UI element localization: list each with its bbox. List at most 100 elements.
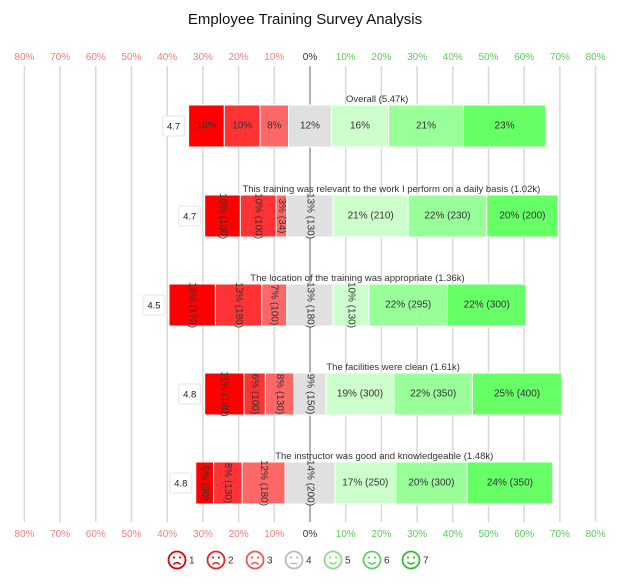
neutral-face-icon: [284, 550, 304, 570]
bottom-tick-label: 10%: [336, 529, 356, 540]
bar-segment: [325, 372, 395, 416]
question-label: The facilities were clean (1.61k): [326, 362, 460, 373]
bar-segment: [204, 194, 241, 238]
segment-label: 22% (350): [410, 389, 456, 400]
top-tick-label: 80%: [14, 52, 34, 63]
bar-segment: [259, 104, 290, 148]
bar-segment: [241, 461, 286, 505]
question-rows: 10% 10% 8% 12% 16% 21% 23%Overall (5.47k)4.710…: [142, 94, 563, 506]
bar-segment: [471, 372, 563, 416]
question-row: 11% (180) 6% (100) 8% (130) 9% (150) 19% (30…: [178, 362, 563, 417]
segment-label: 10%: [232, 121, 252, 132]
score-label: 4.8: [183, 390, 196, 401]
bar-segment: [188, 104, 225, 148]
legend-label: 1: [189, 556, 195, 567]
score-label: 4.8: [174, 479, 187, 490]
segment-label: 14% (200): [304, 460, 315, 506]
bar-segment: [463, 104, 547, 148]
segment-label: 3% (34): [276, 198, 287, 233]
segment-label: 10% (100): [217, 193, 228, 239]
top-axis-ticks: 80% 70% 60% 50% 40% 30% 20% 10% 0% 10% 20% 30% 40% 50…: [14, 52, 605, 63]
segment-label: 25% (400): [494, 389, 540, 400]
bar-segment: [446, 283, 527, 327]
bottom-tick-label: 20%: [229, 529, 249, 540]
segment-label: 20% (200): [499, 211, 545, 222]
score-box: [162, 115, 186, 137]
legend-item: 4: [284, 550, 312, 570]
segment-label: 16%: [350, 121, 370, 132]
bottom-tick-label: 60%: [86, 529, 106, 540]
bar-segment: [264, 372, 295, 416]
top-tick-label: 40%: [443, 52, 463, 63]
bottom-tick-label: 10%: [264, 529, 284, 540]
bottom-tick-label: 40%: [157, 529, 177, 540]
legend-item: 3: [245, 550, 273, 570]
legend-item: 6: [362, 550, 390, 570]
question-row: 10% 10% 8% 12% 16% 21% 23% Overall (5.47k) 4.7: [162, 94, 547, 148]
legend-item: 7: [401, 550, 429, 570]
bottom-tick-label: 20%: [371, 529, 391, 540]
segment-label: 13% (170): [187, 282, 198, 328]
legend-label: 6: [384, 556, 390, 567]
top-tick-label: 80%: [586, 52, 606, 63]
segment-label: 13% (180): [304, 282, 315, 328]
bar-segment: [332, 194, 409, 238]
segment-label: 8% (130): [222, 463, 233, 504]
top-tick-label: 70%: [50, 52, 70, 63]
bar-segment: [393, 372, 473, 416]
bottom-tick-label: 50%: [478, 529, 498, 540]
legend: 1 2 3 4 5 6 7: [167, 550, 429, 570]
question-label: This training was relevant to the work I…: [242, 184, 540, 195]
segment-label: 19% (300): [337, 389, 383, 400]
bar-segment: [332, 283, 370, 327]
segment-label: 13% (180): [233, 282, 244, 328]
top-tick-label: 40%: [157, 52, 177, 63]
legend-item: 5: [323, 550, 351, 570]
top-tick-label: 70%: [550, 52, 570, 63]
segment-label: 24% (350): [487, 478, 533, 489]
segment-label: 10% (100): [253, 193, 264, 239]
top-tick-label: 10%: [336, 52, 356, 63]
question-label: The instructor was good and knowledgeabl…: [275, 451, 493, 462]
segment-label: 21% (210): [348, 211, 394, 222]
score-label: 4.7: [183, 212, 196, 223]
legend-label: 7: [423, 556, 429, 567]
question-label: Overall (5.47k): [346, 94, 408, 105]
segment-label: 6% (100): [249, 374, 260, 415]
segment-label: 5% (80): [199, 465, 210, 500]
segment-label: 22% (295): [385, 300, 431, 311]
top-tick-label: 20%: [371, 52, 391, 63]
bar-segment: [286, 194, 334, 238]
happy-face-icon: [362, 550, 382, 570]
sad-face-icon: [206, 550, 226, 570]
score-label: 4.5: [147, 301, 160, 312]
segment-label: 10%: [196, 121, 216, 132]
bar-segment: [334, 461, 397, 505]
bar-segment: [368, 283, 448, 327]
segment-label: 8%: [267, 121, 282, 132]
bottom-tick-label: 70%: [550, 529, 570, 540]
bottom-tick-label: 50%: [121, 529, 141, 540]
top-tick-label: 30%: [193, 52, 213, 63]
segment-label: 11% (180): [219, 371, 230, 416]
segment-label: 23%: [495, 121, 515, 132]
question-row: 5% (80) 8% (130) 12% (180) 14% (200) 17% (25…: [169, 451, 554, 506]
top-tick-label: 0%: [303, 52, 318, 63]
segment-label: 12% (180): [258, 460, 269, 506]
bar-segment: [395, 461, 468, 505]
bar-segment: [407, 194, 488, 238]
segment-label: 7% (100): [269, 285, 280, 326]
segment-label: 17% (250): [342, 478, 388, 489]
score-box: [178, 205, 202, 227]
happy-face-icon: [401, 550, 421, 570]
bottom-tick-label: 60%: [514, 529, 534, 540]
question-label: The location of the training was appropr…: [250, 273, 464, 284]
bottom-tick-label: 70%: [50, 529, 70, 540]
top-tick-label: 10%: [264, 52, 284, 63]
bottom-tick-label: 40%: [443, 529, 463, 540]
legend-label: 2: [228, 556, 234, 567]
bar-segment: [388, 104, 465, 148]
legend-item: 1: [167, 550, 195, 570]
sad-face-icon: [245, 550, 265, 570]
